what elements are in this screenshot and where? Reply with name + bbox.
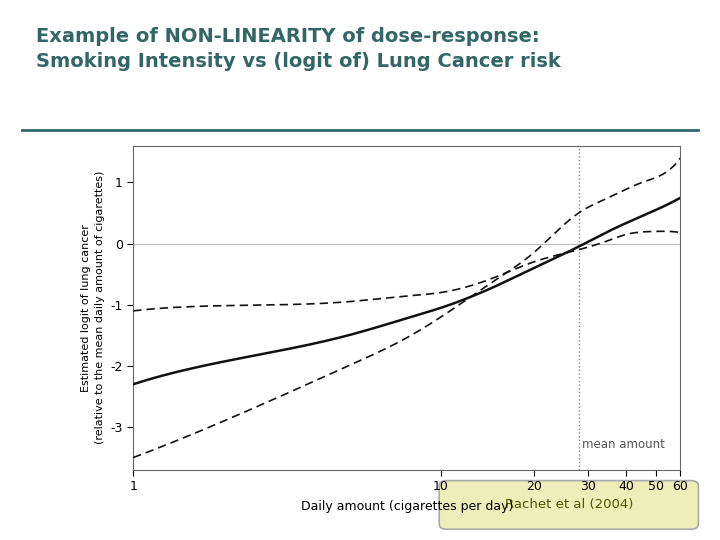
Y-axis label: Estimated logit of lung cancer
(relative to the mean daily amount of cigarettes): Estimated logit of lung cancer (relative…: [81, 171, 105, 444]
Text: Rachet et al (2004): Rachet et al (2004): [505, 498, 633, 511]
Text: Example of NON-LINEARITY of dose-response:
Smoking Intensity vs (logit of) Lung : Example of NON-LINEARITY of dose-respons…: [36, 27, 561, 71]
X-axis label: Daily amount (cigarettes per day): Daily amount (cigarettes per day): [301, 500, 513, 513]
FancyBboxPatch shape: [439, 481, 698, 529]
Text: mean amount: mean amount: [582, 438, 665, 451]
